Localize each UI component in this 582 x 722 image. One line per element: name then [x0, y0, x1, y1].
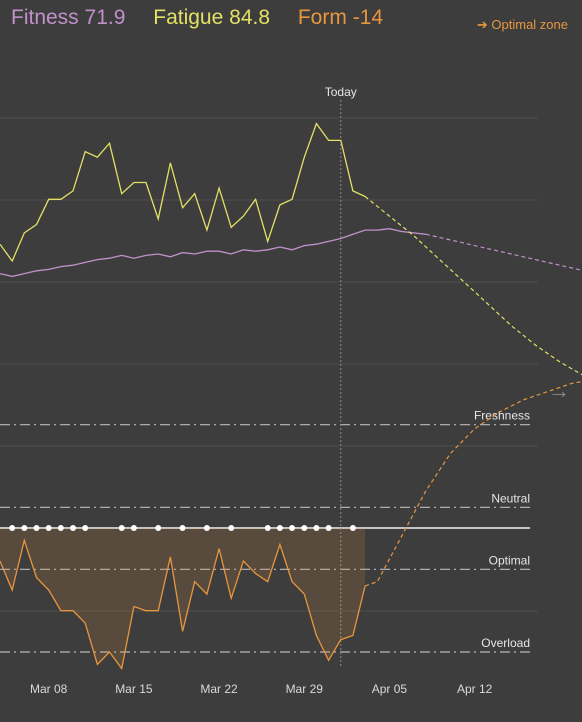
fitness-stat: Fitness 71.9: [11, 6, 131, 29]
workout-marker: [313, 525, 320, 531]
fitness-value: 71.9: [84, 6, 126, 29]
fatigue-label: Fatigue: [153, 6, 224, 29]
workout-marker: [45, 525, 52, 531]
fatigue-forecast-line: [364, 196, 582, 376]
fatigue-stat: Fatigue 84.8: [153, 6, 276, 29]
optimal-zone-label: Optimal zone: [491, 17, 568, 32]
tick-layer: Mar 08 Mar 15 Mar 22 Mar 29 Apr 05 Apr 12: [30, 682, 493, 696]
workout-marker: [33, 525, 40, 531]
x-tick-label: Mar 08: [30, 682, 68, 696]
workout-marker: [21, 525, 28, 531]
zone-label: Optimal: [489, 553, 530, 567]
arrow-right-icon: →: [548, 378, 570, 403]
workout-marker: [325, 525, 332, 531]
workout-marker: [179, 525, 186, 531]
zone-label: Neutral: [491, 491, 530, 505]
workout-marker: [301, 525, 308, 531]
form-value: -14: [352, 6, 384, 29]
workout-marker: [228, 525, 235, 531]
next-period-button[interactable]: →: [548, 378, 570, 404]
x-tick-label: Apr 05: [372, 682, 408, 696]
form-stat: Form -14: [298, 6, 383, 29]
form-label: Form: [297, 6, 347, 29]
workout-marker: [70, 525, 77, 531]
zone-label: Overload: [481, 636, 530, 650]
series-layer: [0, 122, 582, 671]
fatigue-line: [0, 122, 366, 263]
x-tick-label: Mar 29: [286, 682, 324, 696]
form-line: [0, 538, 366, 671]
workout-marker: [276, 525, 283, 531]
x-tick-label: Mar 15: [115, 682, 153, 696]
fatigue-value: 84.8: [229, 6, 271, 29]
summary-stats: Fitness 71.9 Fatigue 84.8 Form -14: [11, 6, 405, 30]
today-label: Today: [325, 85, 357, 99]
marker-layer: [9, 525, 356, 531]
workout-marker: [118, 525, 125, 531]
workout-marker: [289, 525, 296, 531]
workout-marker: [264, 525, 271, 531]
workout-marker: [203, 525, 210, 531]
fitness-label: Fitness: [11, 6, 79, 29]
fitness-forecast-line: [425, 233, 582, 271]
workout-marker: [349, 525, 356, 531]
x-tick-label: Mar 22: [200, 682, 238, 696]
optimal-zone-link[interactable]: ➔ Optimal zone: [477, 17, 568, 33]
x-tick-label: Apr 12: [457, 682, 493, 696]
form-area: [0, 528, 366, 669]
workout-marker: [57, 525, 64, 531]
workout-marker: [82, 525, 89, 531]
workout-marker: [9, 525, 16, 531]
grid-layer: [0, 117, 538, 612]
workout-marker: [155, 525, 162, 531]
fitness-line: [0, 228, 426, 278]
arrow-right-icon: ➔: [476, 17, 488, 32]
workout-marker: [130, 525, 137, 531]
